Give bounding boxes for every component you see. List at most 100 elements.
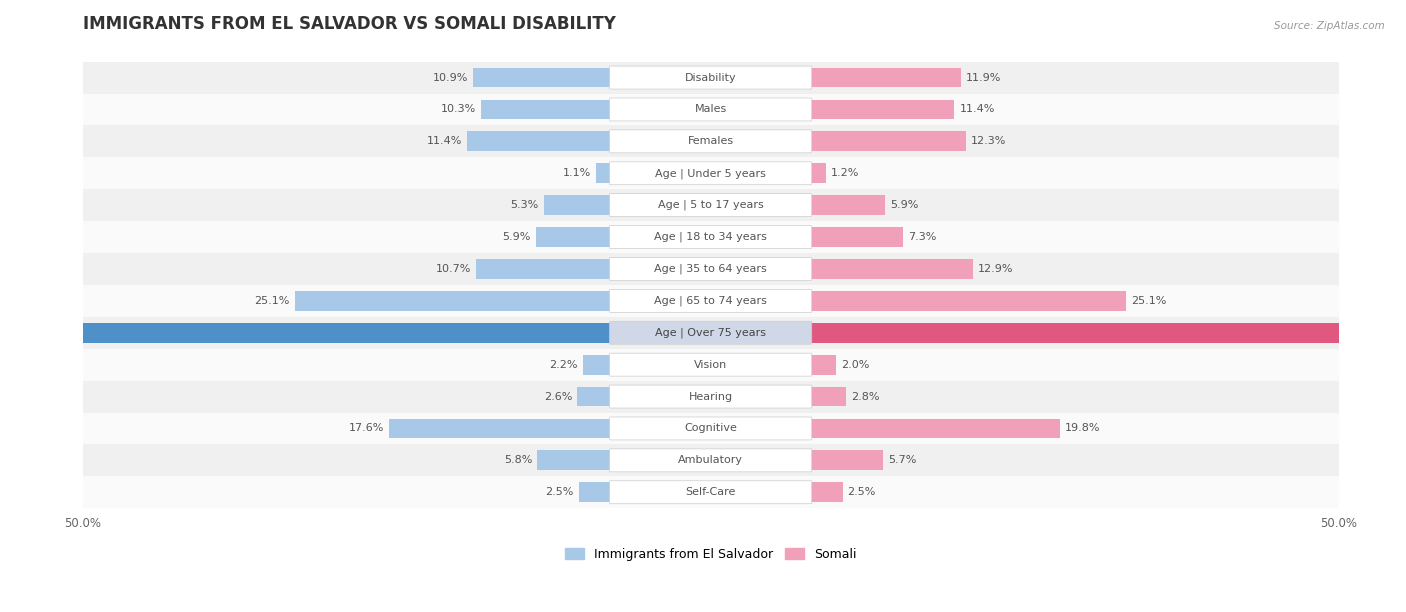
Bar [474,68,610,88]
FancyBboxPatch shape [610,385,811,408]
Bar [537,450,610,470]
Bar [83,221,1339,253]
Text: 11.4%: 11.4% [426,136,463,146]
FancyBboxPatch shape [610,66,811,89]
Text: Age | 65 to 74 years: Age | 65 to 74 years [654,296,768,306]
Text: Age | Over 75 years: Age | Over 75 years [655,327,766,338]
Text: 12.9%: 12.9% [979,264,1014,274]
Bar [0,323,610,343]
Bar [83,125,1339,157]
FancyBboxPatch shape [610,162,811,185]
Text: 10.9%: 10.9% [433,73,468,83]
Bar [811,291,1126,311]
Text: 1.1%: 1.1% [562,168,592,178]
Bar [83,476,1339,508]
Bar [83,412,1339,444]
Text: 2.5%: 2.5% [546,487,574,497]
Text: 2.2%: 2.2% [548,360,578,370]
Bar [811,387,846,406]
Text: 5.9%: 5.9% [890,200,918,210]
Text: 12.3%: 12.3% [970,136,1007,146]
FancyBboxPatch shape [610,98,811,121]
Text: 19.8%: 19.8% [1064,424,1101,433]
FancyBboxPatch shape [610,321,811,344]
Text: 49.0%: 49.0% [4,328,44,338]
Bar [83,189,1339,221]
Bar [811,195,886,215]
FancyBboxPatch shape [610,417,811,440]
FancyBboxPatch shape [610,481,811,504]
Bar [811,227,903,247]
Text: Age | Under 5 years: Age | Under 5 years [655,168,766,179]
FancyBboxPatch shape [610,353,811,376]
Text: 47.6%: 47.6% [1360,328,1399,338]
Text: Vision: Vision [695,360,727,370]
Text: Age | 18 to 34 years: Age | 18 to 34 years [654,232,768,242]
Text: 2.6%: 2.6% [544,392,572,401]
Bar [596,163,610,183]
Text: 10.3%: 10.3% [440,105,475,114]
Bar [811,482,842,502]
FancyBboxPatch shape [610,193,811,217]
Bar [811,323,1406,343]
Bar [811,355,837,375]
Text: 10.7%: 10.7% [436,264,471,274]
Text: Disability: Disability [685,73,737,83]
Bar [83,349,1339,381]
Bar [83,62,1339,94]
Text: Source: ZipAtlas.com: Source: ZipAtlas.com [1274,21,1385,31]
Bar [83,285,1339,317]
Text: Hearing: Hearing [689,392,733,401]
Bar [389,419,610,438]
Text: Age | 35 to 64 years: Age | 35 to 64 years [654,264,768,274]
Text: 25.1%: 25.1% [254,296,290,306]
FancyBboxPatch shape [610,226,811,248]
Bar [83,381,1339,412]
Bar [83,444,1339,476]
Bar [83,94,1339,125]
Text: Males: Males [695,105,727,114]
Text: 11.9%: 11.9% [966,73,1001,83]
Bar [811,132,966,151]
Text: IMMIGRANTS FROM EL SALVADOR VS SOMALI DISABILITY: IMMIGRANTS FROM EL SALVADOR VS SOMALI DI… [83,15,616,33]
Bar [578,387,610,406]
Bar [811,259,973,279]
Bar [83,317,1339,349]
Text: 17.6%: 17.6% [349,424,384,433]
Text: Age | 5 to 17 years: Age | 5 to 17 years [658,200,763,211]
Bar [295,291,610,311]
Text: 5.9%: 5.9% [502,232,531,242]
Text: 5.8%: 5.8% [503,455,533,465]
Text: 1.2%: 1.2% [831,168,859,178]
Text: Ambulatory: Ambulatory [678,455,744,465]
Text: 5.7%: 5.7% [887,455,917,465]
Bar [811,163,827,183]
Bar [811,68,960,88]
Text: 5.3%: 5.3% [510,200,538,210]
Bar [83,157,1339,189]
Text: 25.1%: 25.1% [1132,296,1167,306]
Bar [582,355,610,375]
Text: Self-Care: Self-Care [686,487,735,497]
Text: Females: Females [688,136,734,146]
Bar [811,419,1060,438]
Bar [811,100,955,119]
FancyBboxPatch shape [610,130,811,153]
Text: Cognitive: Cognitive [685,424,737,433]
Bar [83,253,1339,285]
FancyBboxPatch shape [610,449,811,472]
Bar [481,100,610,119]
Text: 7.3%: 7.3% [908,232,936,242]
Bar [467,132,610,151]
Text: 2.5%: 2.5% [848,487,876,497]
Text: 2.8%: 2.8% [851,392,880,401]
Bar [811,450,883,470]
Bar [579,482,610,502]
Text: 11.4%: 11.4% [959,105,994,114]
Bar [475,259,610,279]
Legend: Immigrants from El Salvador, Somali: Immigrants from El Salvador, Somali [560,543,862,565]
Text: 2.0%: 2.0% [841,360,870,370]
Bar [544,195,610,215]
Bar [536,227,610,247]
FancyBboxPatch shape [610,258,811,280]
